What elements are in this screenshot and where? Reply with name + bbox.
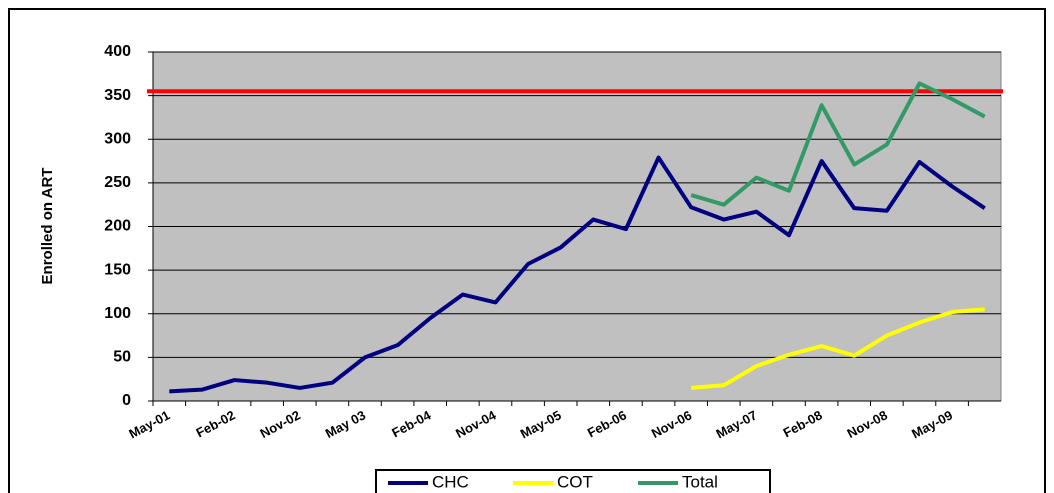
series-line [169, 155, 986, 394]
y-axis-label: Enrolled on ART [39, 168, 56, 285]
legend-label: Total [682, 472, 718, 491]
series-line [690, 81, 986, 207]
y-tick-label: 400 [104, 43, 131, 60]
y-tick-label: 350 [104, 87, 131, 104]
y-tick-label: 300 [104, 130, 131, 147]
y-tick-label: 0 [122, 392, 131, 409]
y-tick-label: 150 [104, 261, 131, 278]
legend-label: CHC [432, 472, 469, 491]
y-tick-label: 50 [113, 349, 131, 366]
y-tick-label: 100 [104, 305, 131, 322]
legend-label: COT [557, 472, 593, 491]
y-tick-label: 250 [104, 174, 131, 191]
legend-box [375, 469, 771, 493]
y-tick-label: 200 [104, 218, 131, 235]
series-line [690, 307, 985, 390]
